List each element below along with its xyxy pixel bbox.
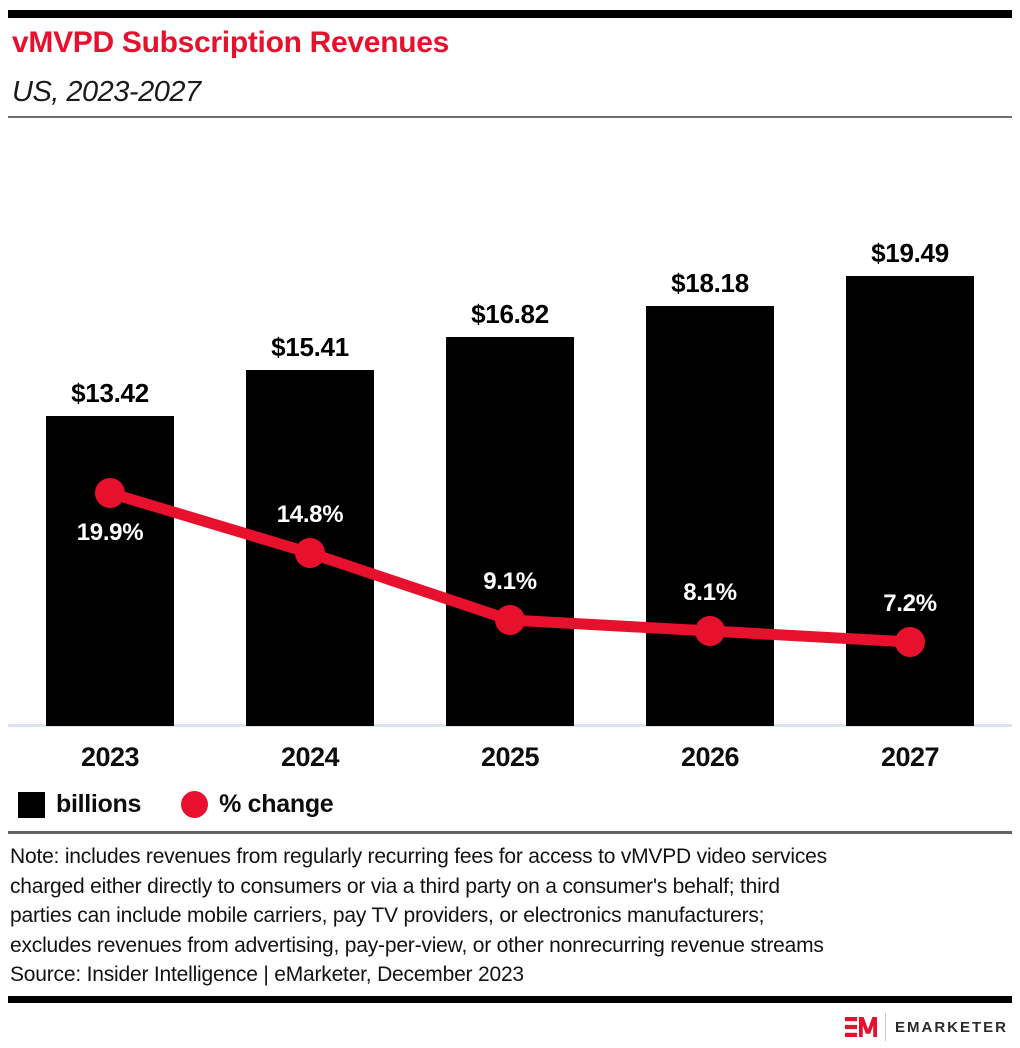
legend-item-pct-change: % change	[181, 790, 334, 819]
brand-wordmark: EMARKETER	[894, 1018, 1008, 1036]
pct-label-2026: 8.1%	[683, 579, 737, 606]
bar-2026	[646, 306, 774, 726]
pct-label-2027: 7.2%	[883, 590, 937, 617]
year-label-2025: 2025	[480, 742, 540, 772]
note-line: charged either directly to consumers or …	[10, 874, 780, 898]
bottom-rule	[8, 996, 1012, 1003]
year-label-2023: 2023	[80, 742, 140, 772]
brand-logo: EMARKETER	[844, 1013, 1008, 1041]
note-line: excludes revenues from advertising, pay-…	[10, 933, 824, 957]
bar-value-2026: $18.18	[671, 268, 749, 298]
pct-label-2023: 19.9%	[76, 519, 144, 546]
bar-value-2027: $19.49	[871, 238, 949, 268]
bar-2023	[46, 416, 174, 726]
legend-label-pct-change: % change	[219, 790, 334, 818]
chart-title: vMVPD Subscription Revenues	[12, 26, 450, 59]
bar-value-2024: $15.41	[271, 332, 349, 362]
year-label-2024: 2024	[280, 742, 340, 772]
chart-subtitle: US, 2023-2027	[12, 76, 201, 108]
source-line: Source: Insider Intelligence | eMarketer…	[10, 963, 524, 986]
top-rule	[8, 10, 1012, 18]
note-line: Note: includes revenues from regularly r…	[10, 845, 827, 868]
bar-2025	[446, 337, 574, 726]
legend-label-billions: billions	[56, 790, 142, 818]
bar-2024	[246, 370, 374, 726]
legend: billions % change	[18, 790, 334, 819]
legend-item-billions: billions	[18, 790, 141, 819]
bar-value-2025: $16.82	[471, 299, 549, 329]
emarketer-mark-icon	[844, 1017, 877, 1037]
note-divider	[8, 831, 1012, 834]
pct-change-swatch-icon	[181, 791, 209, 818]
year-label-2027: 2027	[880, 742, 940, 772]
header-divider	[8, 116, 1012, 118]
note-line: parties can include mobile carriers, pay…	[10, 904, 765, 927]
bar-2027	[846, 276, 974, 726]
year-label-2026: 2026	[680, 742, 740, 772]
logo-divider	[884, 1013, 886, 1041]
pct-label-2025: 9.1%	[483, 568, 537, 595]
billions-swatch-icon	[18, 791, 45, 818]
note: Note: includes revenues from regularly r…	[10, 842, 1010, 960]
bar-value-2023: $13.42	[71, 378, 149, 408]
pct-label-2024: 14.8%	[276, 501, 344, 528]
